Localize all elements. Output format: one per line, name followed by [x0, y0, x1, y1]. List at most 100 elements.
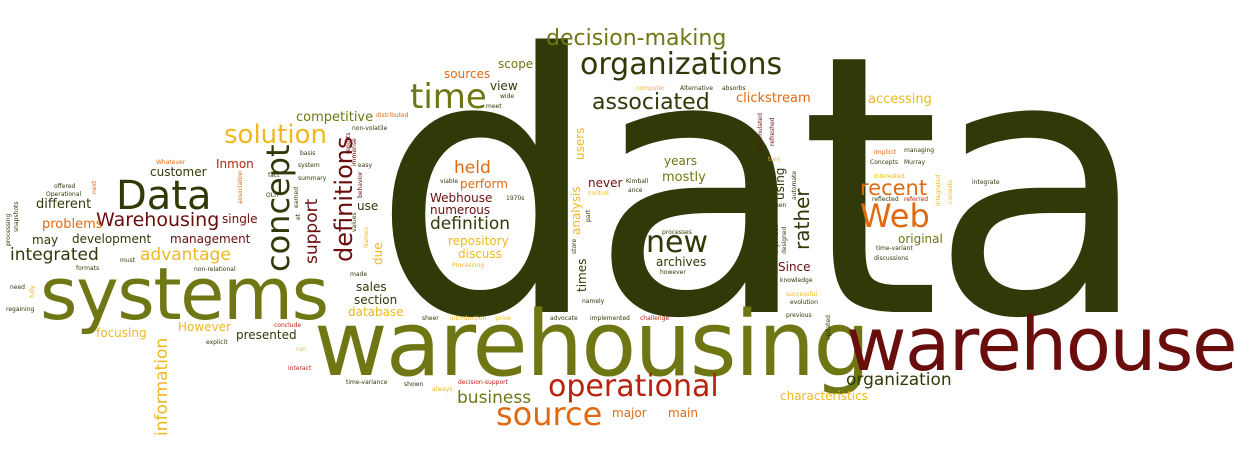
word-non-volatile: non-volatile [352, 125, 388, 132]
word-management: management [170, 232, 251, 246]
word-Since: Since [778, 260, 811, 274]
word-accessing: accessing [868, 92, 932, 107]
word-Operational: Operational [46, 191, 82, 198]
word-time-variant: time-variant [876, 245, 913, 252]
word-advocate: advocate [550, 315, 578, 322]
word-discussions: discussions [874, 255, 909, 262]
word-customer: customer [150, 165, 207, 179]
word-non-relational: non-relational [194, 266, 236, 273]
word-challenge: challenge [640, 315, 670, 322]
word-competitive: competitive [296, 110, 374, 125]
word-always: always [432, 386, 453, 393]
word-organizations: organizations [580, 47, 783, 82]
word-use: use [357, 199, 379, 213]
word-may: may [32, 233, 59, 247]
word-main: main [668, 406, 698, 420]
word-held: held [454, 158, 491, 178]
word-solution: solution [224, 120, 327, 150]
word-systems: systems [40, 252, 329, 336]
word-explicit: explicit [206, 339, 228, 346]
word-ance: ance [628, 187, 643, 194]
word-easy: easy [358, 162, 373, 169]
word-accumulated: accumulated [757, 113, 764, 152]
word-Names: Names [363, 227, 370, 248]
word-distributed: distributed [376, 112, 409, 119]
word-analysis: analysis [569, 186, 583, 235]
word-sheer: sheer [422, 315, 439, 322]
word-view: view [490, 79, 518, 93]
word-interact: interact [288, 365, 312, 372]
word-shown: shown [404, 381, 424, 388]
word-concept: concept [259, 144, 297, 272]
word-integrated: integrated [10, 245, 99, 265]
word-sources: sources [444, 67, 491, 81]
word-organization: organization [846, 370, 952, 390]
word-computer: computer [636, 85, 665, 92]
word-presented: presented [236, 328, 297, 342]
word-values: values [351, 212, 358, 232]
word-previous: previous [786, 312, 812, 319]
word-organized: organized [773, 224, 780, 254]
word-automate: automate [791, 170, 798, 200]
word-decision-making: decision-making [546, 26, 727, 51]
word-turn: turn [768, 156, 781, 163]
word-warehousing: warehousing [314, 292, 870, 397]
word-users: users [573, 127, 587, 160]
word-however: however [660, 269, 686, 276]
word-different: different [36, 197, 92, 212]
word-never: never [588, 176, 623, 190]
word-immense: immense [351, 138, 358, 166]
word-referred: referred [904, 196, 929, 203]
word-new: new [646, 225, 709, 260]
word-discuss: discuss [458, 247, 502, 261]
word-fact: fact [268, 172, 280, 179]
word-updated: updated [825, 315, 832, 340]
word-made: made [350, 271, 368, 278]
word-problems: problems [42, 217, 103, 232]
word-basis: basis [300, 150, 316, 157]
word-absorbs: absorbs [722, 85, 746, 92]
word-scope: scope [498, 57, 534, 71]
word-years: years [664, 154, 698, 168]
word-processes: processes [662, 229, 692, 236]
word-sales: sales [356, 280, 387, 294]
word-using: using [773, 167, 787, 200]
word-processing: processing [5, 213, 12, 246]
word-part: part [585, 209, 592, 222]
word-support: support [302, 198, 322, 264]
word-1970s: 1970s [506, 195, 525, 202]
word-characteristics: characteristics [780, 389, 868, 403]
word-data: data [372, 0, 1150, 397]
word-repository: repository [448, 234, 509, 248]
word-section: section [354, 293, 398, 307]
word-regaining: regaining [6, 306, 35, 313]
word-earned: earned [293, 186, 300, 208]
word-associated: associated [592, 90, 710, 115]
word-Kimball: Kimball [626, 178, 649, 185]
word-Web: Web [860, 197, 930, 235]
word-must: must [120, 257, 136, 264]
word-time-variance: time-variance [346, 379, 388, 386]
word-conclude: conclude [274, 322, 302, 329]
word-source: source [496, 395, 603, 433]
word-evolution: evolution [790, 299, 818, 306]
word-consists: consists [947, 179, 954, 204]
word-business: business [457, 388, 532, 408]
word-warehouse: warehouse [846, 302, 1238, 388]
word-time: time [410, 77, 487, 117]
word-OLTP: OLTP [266, 192, 281, 199]
word-focusing: focusing [96, 326, 147, 340]
word-Warehousing: Warehousing [96, 209, 220, 231]
word-need: need [10, 284, 25, 291]
word-wide: wide [500, 93, 515, 100]
word-association: association [237, 170, 244, 204]
word-decision-support: decision-support [458, 379, 508, 386]
word-original: original [898, 232, 943, 246]
word-snapshots: snapshots [13, 201, 20, 233]
word-mostly: mostly [662, 170, 706, 185]
word-integrated-small: integrated [935, 174, 942, 206]
word-successful: successful [786, 291, 818, 298]
word-Processing: Processing [452, 262, 485, 269]
word-offered: offered [54, 183, 76, 190]
word-Concepts: Concepts [870, 159, 898, 166]
